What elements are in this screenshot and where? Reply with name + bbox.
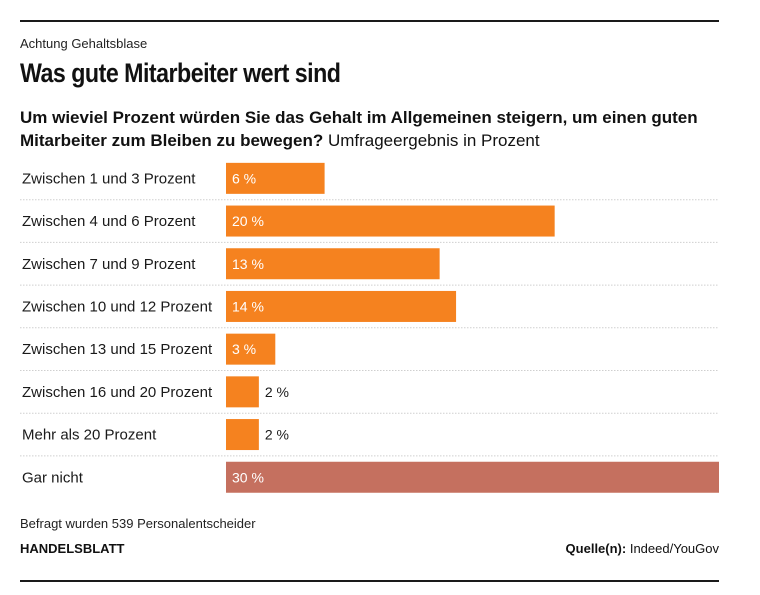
source-label: Quelle(n): [565, 541, 627, 556]
value-label: 6 % [232, 170, 256, 186]
bottom-rule [20, 580, 719, 582]
top-rule [20, 20, 719, 22]
category-label: Mehr als 20 Prozent [22, 427, 157, 444]
bar [226, 290, 457, 322]
value-label: 14 % [232, 298, 264, 314]
category-label: Zwischen 1 und 3 Prozent [22, 170, 196, 187]
bar [226, 419, 259, 451]
bar [226, 461, 719, 493]
unit-label: Umfrageergebnis in Prozent [327, 131, 540, 150]
value-label: 2 % [265, 384, 289, 400]
bar [226, 333, 276, 365]
category-label: Zwischen 4 und 6 Prozent [22, 213, 196, 230]
kicker: Achtung Gehaltsblase [20, 36, 148, 51]
category-label: Zwischen 10 und 12 Prozent [22, 298, 213, 315]
value-label: 3 % [232, 341, 256, 357]
category-label: Zwischen 13 und 15 Prozent [22, 341, 213, 358]
survey-question: Um wieviel Prozent würden Sie das Gehalt… [20, 108, 698, 150]
value-label: 30 % [232, 469, 264, 485]
value-label: 20 % [232, 213, 264, 229]
bar [226, 162, 325, 194]
category-label: Zwischen 7 und 9 Prozent [22, 256, 196, 273]
category-label: Gar nicht [22, 469, 84, 486]
value-label: 2 % [265, 427, 289, 443]
chart-title: Was gute Mitarbeiter wert sind [20, 58, 341, 88]
bar [226, 248, 440, 280]
brand-logo: HANDELSBLATT [20, 541, 125, 556]
source-credit: Quelle(n): Indeed/YouGov [566, 541, 719, 556]
value-label: 13 % [232, 256, 264, 272]
category-label: Zwischen 16 und 20 Prozent [22, 384, 213, 401]
bar [226, 205, 555, 237]
chart-subtitle: Um wieviel Prozent würden Sie das Gehalt… [20, 106, 720, 152]
source-value: Indeed/YouGov [629, 541, 719, 556]
bar [226, 376, 259, 408]
survey-note: Befragt wurden 539 Personalentscheider [20, 516, 256, 531]
